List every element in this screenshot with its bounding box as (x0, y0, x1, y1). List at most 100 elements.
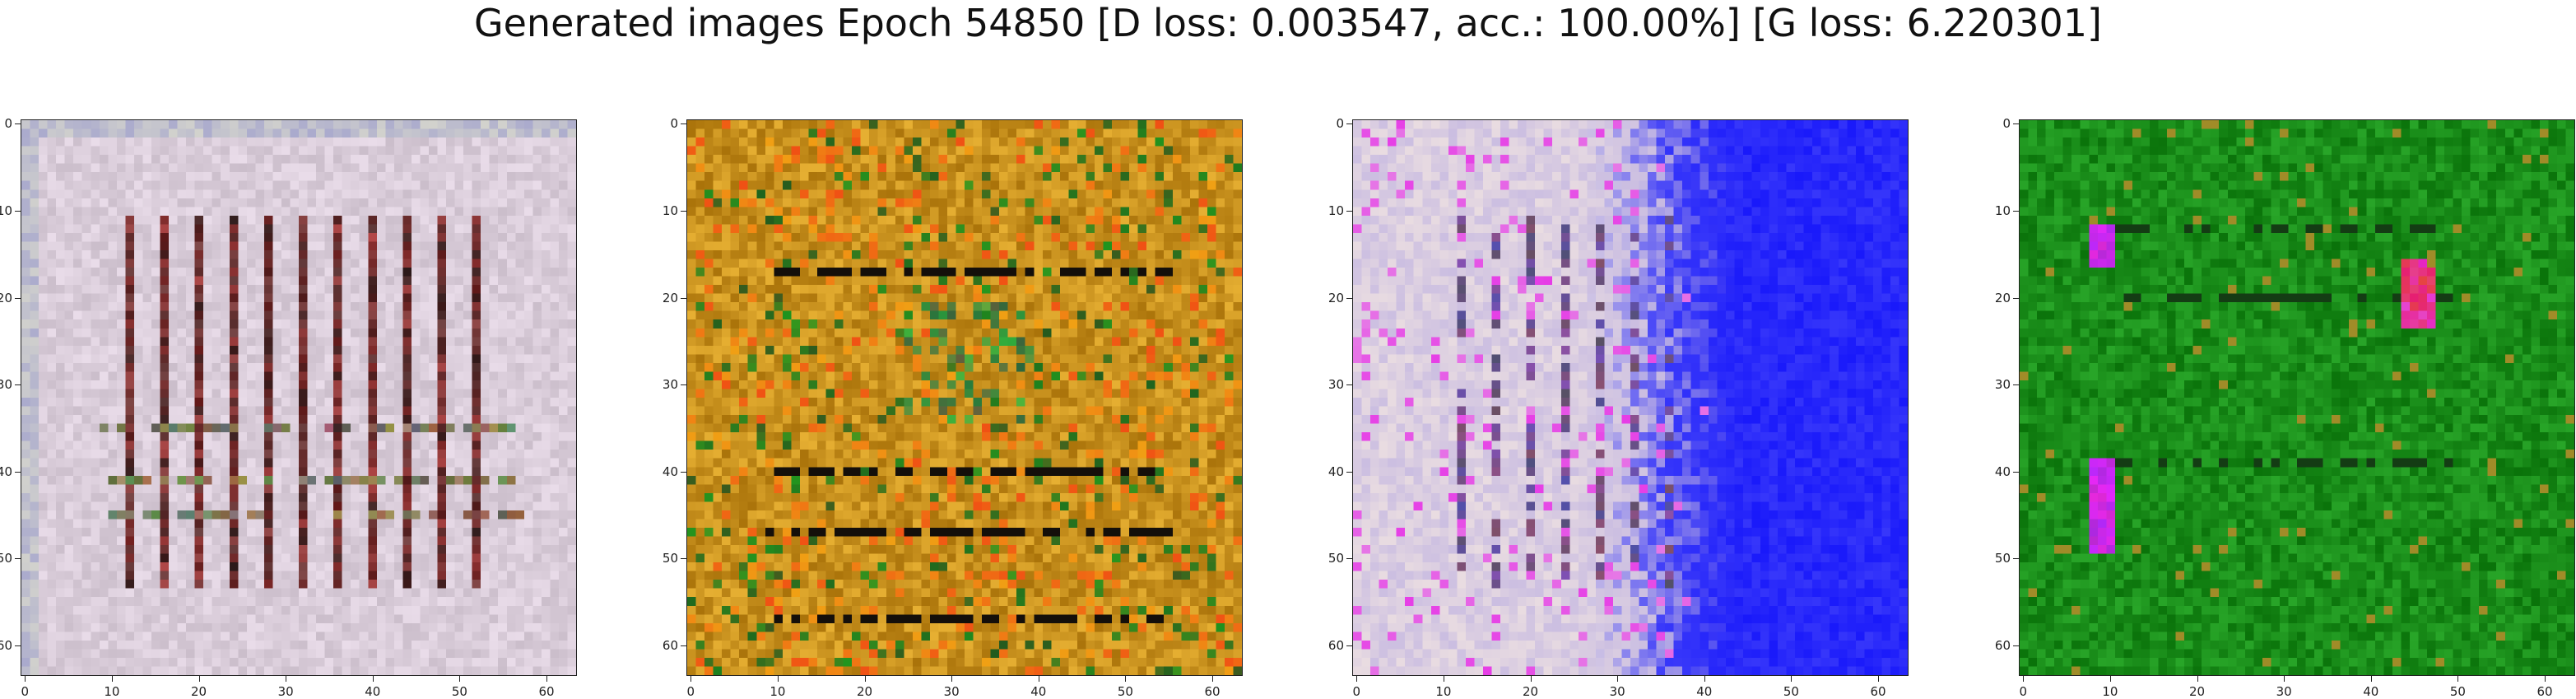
x-tick-mark (2370, 676, 2372, 682)
y-tick-mark (2013, 645, 2019, 647)
x-tick-mark (1617, 676, 1619, 682)
y-tick-mark (1346, 123, 1352, 125)
y-tick-label: 60 (662, 638, 678, 654)
generated-image-4-pixels (2020, 120, 2574, 675)
y-tick-label: 60 (0, 638, 12, 654)
y-tick-label: 20 (0, 290, 12, 305)
x-tick-mark (690, 676, 692, 682)
x-tick-label: 40 (1030, 684, 1047, 699)
x-tick-label: 0 (686, 684, 695, 699)
y-tick-mark (681, 558, 686, 560)
x-tick-mark (1704, 676, 1705, 682)
x-tick-mark (777, 676, 779, 682)
x-tick-label: 30 (1609, 684, 1625, 699)
y-tick-label: 30 (1328, 377, 1344, 393)
x-tick-mark (198, 676, 200, 682)
y-tick-label: 10 (0, 203, 12, 218)
y-tick-mark (1346, 471, 1352, 473)
y-tick-mark (681, 471, 686, 473)
y-tick-label: 30 (1994, 377, 2011, 393)
x-tick-label: 20 (2188, 684, 2206, 699)
generated-image-1-axes: 0 10 20 30 40 50 60 0 10 20 30 40 50 60 (0, 116, 577, 699)
x-tick-label: 30 (943, 684, 960, 699)
y-tick-label: 50 (1328, 551, 1344, 566)
x-tick-label: 40 (2363, 684, 2379, 699)
y-tick-mark (681, 123, 686, 125)
x-tick-mark (1125, 676, 1127, 682)
y-tick-mark (681, 384, 686, 386)
y-tick-mark (15, 384, 21, 386)
y-tick-label: 30 (0, 377, 12, 393)
y-tick-mark (15, 297, 21, 299)
y-tick-label: 40 (662, 464, 678, 479)
y-tick-mark (1346, 645, 1352, 647)
y-tick-label: 60 (1328, 638, 1344, 654)
y-tick-label: 40 (1994, 464, 2011, 479)
x-tick-label: 20 (856, 684, 873, 699)
y-tick-label: 10 (1328, 203, 1344, 218)
x-tick-mark (2023, 676, 2025, 682)
y-tick-mark (15, 645, 21, 647)
y-tick-label: 50 (0, 551, 12, 566)
generated-image-3-pixels (1353, 120, 1908, 675)
x-tick-label: 40 (365, 684, 381, 699)
x-tick-label: 50 (1783, 684, 1799, 699)
x-tick-mark (1791, 676, 1793, 682)
x-tick-label: 0 (21, 684, 30, 699)
y-tick-mark (1346, 384, 1352, 386)
x-tick-mark (951, 676, 953, 682)
y-tick-mark (15, 558, 21, 560)
y-tick-mark (2013, 471, 2019, 473)
x-tick-label: 30 (2276, 684, 2292, 699)
x-tick-mark (111, 676, 113, 682)
x-tick-label: 10 (770, 684, 786, 699)
y-tick-mark (2013, 384, 2019, 386)
x-tick-label: 60 (538, 684, 555, 699)
x-tick-mark (1212, 676, 1214, 682)
x-tick-mark (459, 676, 461, 682)
y-tick-mark (2013, 123, 2019, 125)
y-tick-mark (1346, 210, 1352, 212)
y-tick-label: 50 (1994, 551, 2011, 566)
y-tick-mark (15, 123, 21, 125)
x-tick-mark (2284, 676, 2285, 682)
y-tick-label: 40 (0, 464, 12, 479)
x-tick-label: 30 (277, 684, 294, 699)
y-tick-mark (15, 471, 21, 473)
x-tick-mark (864, 676, 866, 682)
x-tick-label: 10 (104, 684, 120, 699)
generated-image-2 (686, 119, 1243, 676)
y-tick-label: 20 (1328, 290, 1344, 305)
x-tick-label: 60 (2536, 684, 2553, 699)
x-tick-label: 60 (1870, 684, 1886, 699)
y-tick-label: 20 (662, 290, 678, 305)
x-tick-mark (2457, 676, 2459, 682)
y-tick-mark (2013, 210, 2019, 212)
y-tick-label: 0 (1336, 116, 1344, 132)
y-tick-mark (681, 297, 686, 299)
x-tick-label: 50 (1117, 684, 1133, 699)
generated-image-2-axes: 0 10 20 30 40 50 60 0 10 20 30 40 50 60 (663, 116, 1243, 699)
x-tick-label: 50 (451, 684, 467, 699)
x-tick-mark (546, 676, 548, 682)
y-tick-mark (15, 210, 21, 212)
y-tick-label: 30 (662, 377, 678, 393)
y-tick-mark (1346, 297, 1352, 299)
generated-image-3 (1352, 119, 1909, 676)
x-tick-mark (2197, 676, 2198, 682)
figure-suptitle: Generated images Epoch 54850 [D loss: 0.… (473, 1, 2103, 45)
y-tick-label: 60 (1994, 638, 2011, 654)
generated-image-4 (2019, 119, 2575, 676)
y-tick-mark (1346, 558, 1352, 560)
generated-image-1-pixels (21, 120, 576, 675)
y-tick-label: 0 (670, 116, 678, 132)
y-tick-label: 40 (1328, 464, 1344, 479)
x-tick-label: 20 (190, 684, 207, 699)
y-tick-label: 10 (1994, 203, 2011, 218)
x-tick-label: 60 (1204, 684, 1221, 699)
x-tick-mark (1878, 676, 1880, 682)
y-tick-mark (681, 645, 686, 647)
y-tick-mark (2013, 558, 2019, 560)
y-tick-label: 0 (4, 116, 12, 132)
x-tick-label: 10 (1435, 684, 1452, 699)
